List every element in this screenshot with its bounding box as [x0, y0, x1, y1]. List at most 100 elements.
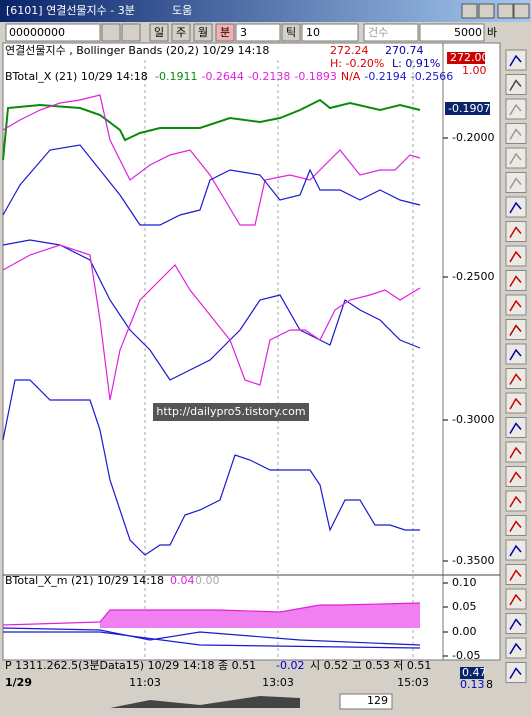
tool-button[interactable] — [505, 466, 527, 487]
toolbar-button[interactable] — [281, 23, 301, 42]
tool-button[interactable] — [505, 270, 527, 291]
axis-label: -0.05 — [452, 649, 480, 662]
tool-icon — [509, 642, 522, 655]
tool-button[interactable] — [505, 196, 527, 218]
minimize-button[interactable] — [461, 3, 478, 19]
close-button[interactable] — [513, 3, 530, 19]
toolbar-label: 일 — [154, 25, 164, 39]
tool-icon — [509, 397, 522, 410]
blue-line — [2, 239, 421, 381]
tool-button[interactable] — [505, 490, 527, 512]
count-input[interactable] — [419, 23, 485, 42]
tool-icon — [509, 667, 522, 679]
search-button[interactable] — [101, 23, 121, 42]
blue-line — [2, 144, 421, 226]
status-value: 0.13 — [460, 678, 485, 691]
count-box[interactable] — [339, 693, 393, 710]
tool-button[interactable] — [505, 319, 527, 340]
toolbar-button[interactable] — [301, 23, 359, 42]
legend-value: -0.1911 — [155, 70, 197, 83]
magenta-line — [2, 94, 421, 226]
tool-button[interactable] — [505, 613, 527, 634]
axis-label: 0.05 — [452, 600, 477, 613]
tool-button[interactable] — [505, 294, 527, 316]
status-value-box — [460, 667, 484, 679]
tool-icon — [509, 544, 522, 557]
green-line — [2, 98, 421, 161]
clear-button[interactable] — [121, 23, 141, 42]
restore-button[interactable] — [497, 3, 514, 19]
bar-label: 바 — [487, 26, 497, 39]
status-value: 0.47 — [462, 666, 487, 679]
tool-button[interactable] — [505, 245, 527, 267]
legend-value: -0.2194 — [364, 70, 406, 83]
tool-button[interactable] — [505, 637, 527, 659]
tool-icon — [509, 54, 522, 67]
tool-button[interactable] — [505, 172, 527, 193]
tool-button[interactable] — [505, 417, 527, 438]
price: 272.00 — [450, 51, 489, 64]
tool-icon — [509, 520, 522, 532]
watermark-box — [153, 403, 309, 421]
code: 00000000 — [9, 26, 65, 39]
maximize-button[interactable] — [478, 3, 495, 19]
axis-label: -0.2500 — [452, 270, 494, 283]
window-buttons — [461, 3, 530, 19]
legend: BTotal_X (21) 10/29 14:18 — [5, 70, 148, 83]
tool-button[interactable] — [505, 515, 527, 536]
tool-icon — [509, 324, 522, 336]
value-axis — [442, 42, 501, 661]
toolbar-button[interactable] — [193, 23, 213, 42]
tool-icon — [509, 593, 522, 606]
price-change: 1.00 — [462, 64, 487, 77]
toolbar-label: 주 — [176, 26, 186, 39]
blue-line — [2, 627, 421, 646]
scroll-bar[interactable] — [3, 692, 443, 710]
chart-area — [2, 42, 444, 661]
window-title: [6101] 연결선물지수 - 3분 — [6, 4, 135, 17]
tool-button[interactable] — [505, 147, 527, 169]
count-value: 5000 — [454, 26, 482, 39]
tool-button[interactable] — [505, 74, 527, 95]
time-label: 11:03 — [129, 676, 161, 689]
blue-line — [2, 379, 420, 556]
status-change: -0.02 — [276, 659, 304, 672]
pink-area — [100, 603, 420, 628]
tool-button[interactable] — [505, 221, 527, 242]
tool-button[interactable] — [505, 564, 527, 585]
tool-button[interactable] — [505, 539, 527, 561]
tool-icon — [509, 103, 522, 116]
toolbar-button[interactable] — [215, 23, 235, 42]
toolbar-label: 건수 — [368, 26, 388, 39]
tool-icon — [509, 226, 522, 238]
tool-icon — [509, 422, 522, 434]
tool-icon — [509, 128, 522, 140]
tool-icon — [509, 275, 522, 287]
tool-button[interactable] — [505, 588, 527, 610]
status-text: P 1311.262.5(3분Data15) 10/29 14:18 종 0.5… — [5, 659, 256, 672]
tool-button[interactable] — [505, 123, 527, 144]
tool-button[interactable] — [505, 392, 527, 414]
tool-button[interactable] — [505, 343, 527, 365]
toolbar-button[interactable] — [235, 23, 281, 42]
toolbar-label: 10 — [306, 26, 320, 39]
current-value-box — [445, 102, 490, 115]
status-rest: 시 0.52 고 0.53 저 0.51 — [310, 659, 431, 672]
toolbar-button[interactable] — [171, 23, 191, 42]
toolbar-label: 3 — [240, 26, 247, 39]
toolbar-label: 분 — [220, 26, 230, 39]
tool-button[interactable] — [505, 662, 527, 683]
tool-button[interactable] — [505, 441, 527, 463]
toolbar-button[interactable] — [149, 23, 169, 42]
tool-button[interactable] — [505, 49, 527, 71]
code-input[interactable] — [5, 23, 101, 42]
legend: 연결선물지수 , Bollinger Bands (20,2) 10/29 14… — [5, 44, 269, 57]
axis-label: -0.2000 — [452, 131, 494, 144]
help[interactable]: 도움 — [172, 4, 192, 17]
tool-button[interactable] — [505, 368, 527, 389]
tool-icon — [509, 79, 522, 91]
toolbar-button[interactable] — [363, 23, 419, 42]
tool-button[interactable] — [505, 98, 527, 120]
tool-icon — [509, 446, 522, 459]
